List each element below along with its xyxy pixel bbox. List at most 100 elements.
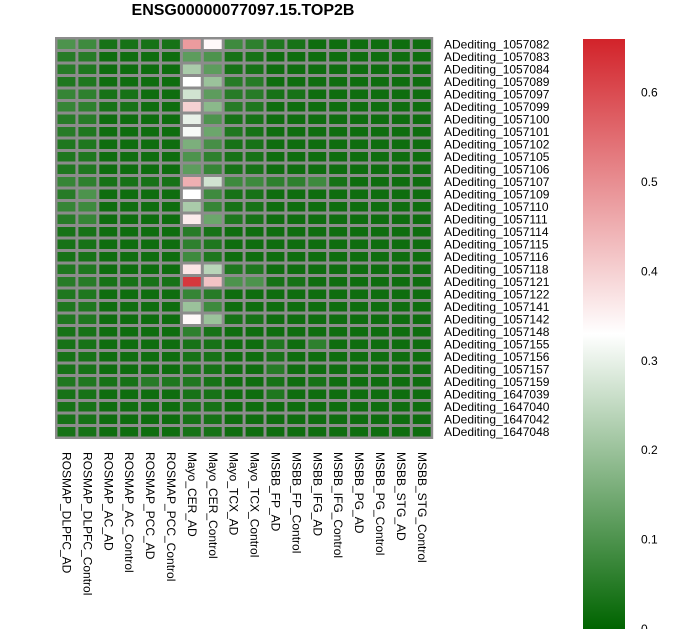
heatmap-cell: [224, 327, 243, 337]
heatmap-cell: [141, 427, 159, 437]
row-label: ADediting_1647040: [444, 400, 550, 414]
heatmap-cell: [371, 364, 389, 374]
heatmap-cell: [224, 427, 243, 437]
heatmap-cell: [224, 352, 243, 362]
heatmap-cell: [371, 414, 389, 424]
heatmap-cell: [371, 152, 389, 162]
row-label: ADediting_1057110: [444, 200, 549, 214]
heatmap-cell: [203, 164, 222, 174]
heatmap-cells: [55, 37, 434, 439]
heatmap-cell: [245, 177, 264, 187]
heatmap-cell: [224, 102, 243, 112]
heatmap-cell: [287, 64, 306, 74]
heatmap-cell: [266, 377, 285, 387]
heatmap-cell: [329, 339, 348, 349]
heatmap-cell: [245, 277, 264, 287]
heatmap-cell: [57, 427, 76, 437]
heatmap-cell: [391, 239, 410, 249]
colorbar-ticks: 0 0.1 0.2 0.3 0.4 0.5 0.6: [641, 86, 658, 629]
heatmap-cell: [329, 77, 348, 87]
heatmap-cell: [350, 177, 368, 187]
heatmap-cell: [57, 277, 76, 287]
heatmap-cell: [371, 227, 389, 237]
heatmap-cell: [308, 127, 327, 137]
heatmap-cell: [162, 152, 180, 162]
heatmap-cell: [162, 327, 180, 337]
heatmap-cell: [78, 239, 97, 249]
heatmap-cell: [308, 77, 327, 87]
column-label: MSBB_STG_AD: [394, 452, 408, 541]
heatmap-cell: [182, 227, 201, 237]
heatmap-cell: [245, 389, 264, 399]
heatmap-cell: [78, 127, 97, 137]
heatmap-cell: [203, 239, 222, 249]
heatmap-cell: [162, 102, 180, 112]
heatmap-cell: [350, 139, 368, 149]
column-label: Mayo_CER_Control: [206, 452, 220, 559]
heatmap-cell: [391, 202, 410, 212]
heatmap-cell: [350, 127, 368, 137]
heatmap-cell: [162, 402, 180, 412]
heatmap-cell: [182, 114, 201, 124]
heatmap-cell: [266, 177, 285, 187]
heatmap-cell: [245, 139, 264, 149]
heatmap-cell: [57, 227, 76, 237]
row-label: ADediting_1057099: [444, 100, 550, 114]
heatmap-cell: [266, 327, 285, 337]
heatmap-cell: [78, 314, 97, 324]
heatmap-cell: [287, 189, 306, 199]
column-label: MSBB_STG_Control: [415, 452, 429, 563]
column-label: ROSMAP_DLPFC_AD: [59, 452, 73, 574]
heatmap-cell: [78, 102, 97, 112]
heatmap-cell: [182, 39, 201, 49]
heatmap-cell: [162, 177, 180, 187]
heatmap-cell: [391, 339, 410, 349]
heatmap-cell: [162, 239, 180, 249]
row-label: ADediting_1057116: [444, 250, 549, 264]
heatmap-cell: [57, 402, 76, 412]
heatmap-cell: [224, 139, 243, 149]
heatmap-cell: [99, 152, 118, 162]
heatmap-cell: [308, 214, 327, 224]
heatmap-cell: [182, 339, 201, 349]
heatmap-cell: [412, 139, 431, 149]
heatmap-cell: [329, 289, 348, 299]
heatmap-cell: [412, 127, 431, 137]
row-label: ADediting_1057101: [444, 125, 550, 139]
heatmap-cell: [371, 352, 389, 362]
heatmap-cell: [245, 402, 264, 412]
heatmap-cell: [350, 264, 368, 274]
heatmap-cell: [287, 114, 306, 124]
heatmap-cell: [141, 102, 159, 112]
heatmap-cell: [391, 152, 410, 162]
heatmap-cell: [203, 314, 222, 324]
heatmap-cell: [141, 64, 159, 74]
heatmap-cell: [162, 214, 180, 224]
heatmap-cell: [120, 64, 139, 74]
heatmap-cell: [203, 327, 222, 337]
heatmap-cell: [350, 252, 368, 262]
heatmap-cell: [245, 189, 264, 199]
heatmap-cell: [224, 302, 243, 312]
heatmap-cell: [412, 39, 431, 49]
heatmap-cell: [266, 64, 285, 74]
heatmap-cell: [412, 389, 431, 399]
heatmap-cell: [412, 427, 431, 437]
heatmap-cell: [203, 277, 222, 287]
heatmap-cell: [266, 102, 285, 112]
heatmap-cell: [141, 402, 159, 412]
heatmap-cell: [99, 314, 118, 324]
heatmap-cell: [99, 189, 118, 199]
heatmap-cell: [350, 164, 368, 174]
heatmap-cell: [78, 202, 97, 212]
heatmap-cell: [391, 64, 410, 74]
heatmap-cell: [141, 389, 159, 399]
heatmap-cell: [120, 377, 139, 387]
heatmap-cell: [391, 389, 410, 399]
heatmap-cell: [245, 114, 264, 124]
heatmap-cell: [78, 364, 97, 374]
heatmap-cell: [224, 202, 243, 212]
heatmap-cell: [162, 77, 180, 87]
column-label: MSBB_FP_Control: [289, 452, 303, 553]
heatmap-cell: [99, 227, 118, 237]
